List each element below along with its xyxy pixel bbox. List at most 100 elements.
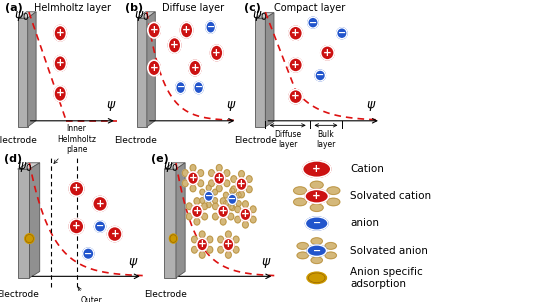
Text: Electrode: Electrode <box>114 136 157 145</box>
Circle shape <box>233 246 239 253</box>
Circle shape <box>307 245 326 256</box>
Circle shape <box>224 180 230 187</box>
Text: +: + <box>241 209 250 219</box>
Text: +: + <box>56 58 65 68</box>
Circle shape <box>325 252 337 259</box>
Circle shape <box>289 26 302 40</box>
Circle shape <box>240 208 251 221</box>
Circle shape <box>204 191 213 201</box>
Text: Bulk
layer: Bulk layer <box>316 130 335 149</box>
Text: Electrode: Electrode <box>0 290 39 299</box>
Circle shape <box>25 234 34 243</box>
Text: +: + <box>190 63 200 73</box>
Circle shape <box>325 243 337 249</box>
Text: $\psi$: $\psi$ <box>366 99 377 113</box>
Text: +: + <box>198 239 207 249</box>
Text: +: + <box>219 206 227 216</box>
Circle shape <box>289 58 302 72</box>
Text: −: − <box>84 248 93 259</box>
Circle shape <box>327 187 340 194</box>
Circle shape <box>186 213 192 220</box>
Text: +: + <box>110 229 119 239</box>
Text: +: + <box>193 206 201 216</box>
Circle shape <box>242 201 248 207</box>
Circle shape <box>192 236 197 243</box>
Text: Inner
Helmholtz
plane: Inner Helmholtz plane <box>54 124 96 163</box>
Text: $\psi_0$: $\psi_0$ <box>163 160 179 174</box>
Text: +: + <box>237 179 246 189</box>
Text: −: − <box>195 82 203 92</box>
Text: Helmholtz layer: Helmholtz layer <box>34 3 111 13</box>
Circle shape <box>202 203 208 210</box>
Circle shape <box>218 205 228 218</box>
Circle shape <box>226 252 231 258</box>
Circle shape <box>216 185 222 192</box>
Circle shape <box>198 170 204 176</box>
Circle shape <box>108 226 122 242</box>
Polygon shape <box>137 12 155 18</box>
Polygon shape <box>147 12 155 127</box>
Polygon shape <box>18 169 29 278</box>
Circle shape <box>213 172 225 185</box>
Circle shape <box>207 236 213 243</box>
Circle shape <box>194 82 203 94</box>
Text: $\psi_0$: $\psi_0$ <box>251 9 267 23</box>
Circle shape <box>95 221 105 232</box>
Text: Diffuse
layer: Diffuse layer <box>274 130 301 149</box>
Text: Electrode: Electrode <box>0 136 37 145</box>
Text: +: + <box>72 183 81 194</box>
Circle shape <box>148 60 160 76</box>
Circle shape <box>218 246 224 253</box>
Circle shape <box>236 178 247 191</box>
Circle shape <box>69 219 84 234</box>
Circle shape <box>170 234 177 243</box>
Circle shape <box>250 216 256 223</box>
Circle shape <box>187 172 198 185</box>
Text: +: + <box>291 91 300 101</box>
Text: −: − <box>312 218 321 228</box>
Text: Electrode: Electrode <box>234 136 277 145</box>
Text: Diffuse layer: Diffuse layer <box>162 3 224 13</box>
Circle shape <box>305 189 328 203</box>
Text: (d): (d) <box>4 154 22 164</box>
Text: +: + <box>56 28 65 38</box>
Circle shape <box>311 238 323 245</box>
Circle shape <box>310 181 323 189</box>
Circle shape <box>54 25 66 41</box>
Circle shape <box>320 46 334 60</box>
Circle shape <box>303 161 331 178</box>
Text: $\psi$: $\psi$ <box>106 99 117 113</box>
Circle shape <box>233 236 239 243</box>
Circle shape <box>223 238 234 251</box>
Circle shape <box>224 170 230 176</box>
Text: −: − <box>312 245 321 255</box>
Circle shape <box>246 176 252 182</box>
Circle shape <box>83 248 94 259</box>
Circle shape <box>235 216 241 223</box>
Text: −: − <box>177 82 185 92</box>
Text: (a): (a) <box>5 3 22 13</box>
Polygon shape <box>255 13 274 18</box>
Text: +: + <box>215 173 224 183</box>
Circle shape <box>230 205 235 211</box>
Text: (c): (c) <box>243 3 261 13</box>
Text: Cation: Cation <box>350 164 384 174</box>
Polygon shape <box>265 13 274 127</box>
Circle shape <box>54 86 66 101</box>
Circle shape <box>236 201 241 207</box>
Circle shape <box>297 243 308 249</box>
Circle shape <box>220 198 226 204</box>
Circle shape <box>182 170 188 176</box>
Text: anion: anion <box>350 218 379 229</box>
Polygon shape <box>176 163 185 278</box>
Circle shape <box>228 213 234 220</box>
Circle shape <box>69 181 84 196</box>
Circle shape <box>226 231 231 238</box>
Circle shape <box>242 221 248 228</box>
Circle shape <box>315 70 325 81</box>
Circle shape <box>337 28 347 39</box>
Text: $\psi$: $\psi$ <box>128 256 139 270</box>
Text: −: − <box>316 70 324 80</box>
Circle shape <box>297 252 308 259</box>
Circle shape <box>192 246 197 253</box>
